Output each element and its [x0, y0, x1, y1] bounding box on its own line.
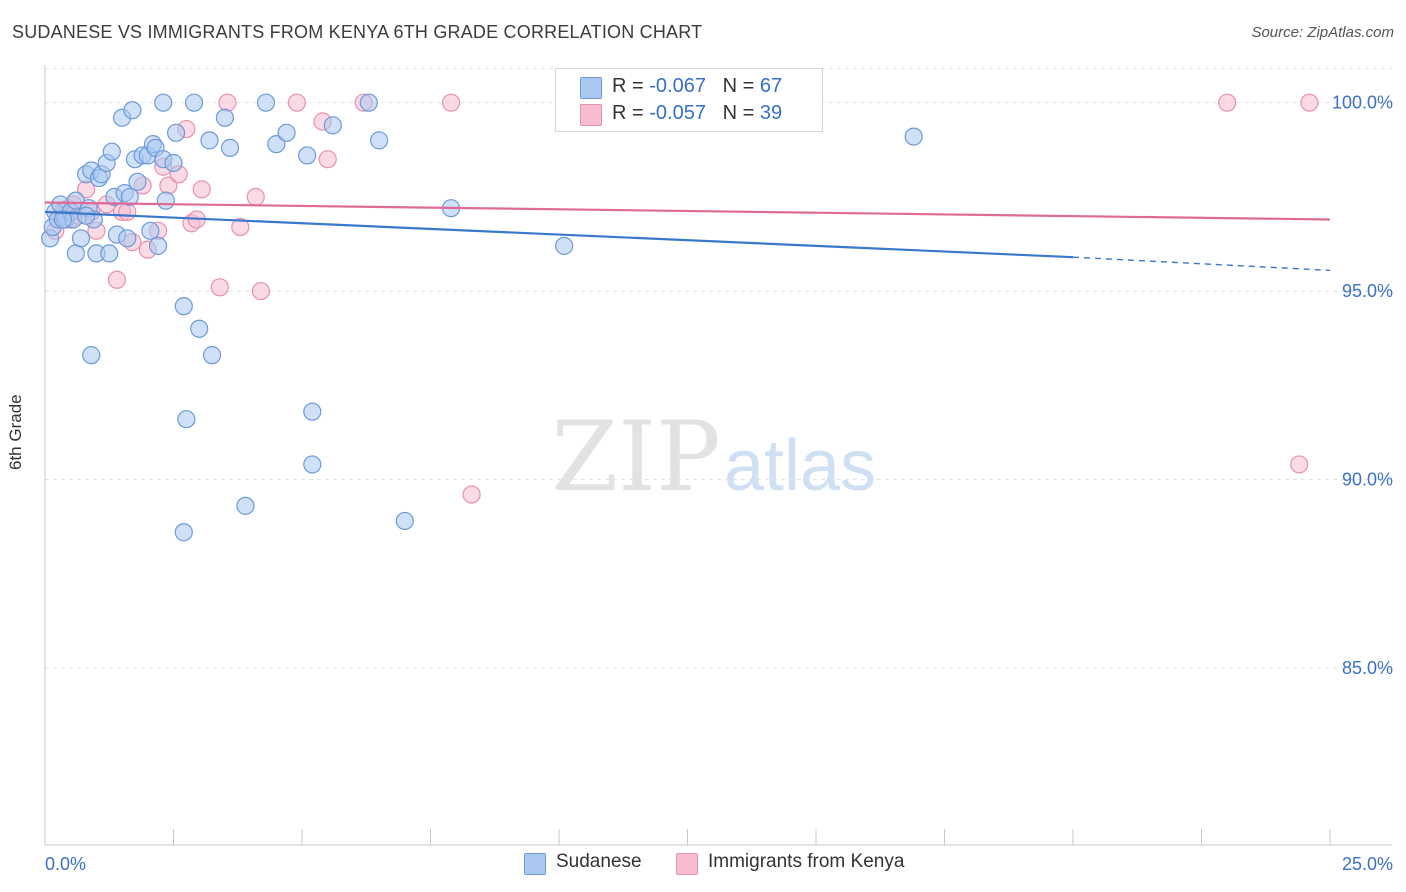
- trend-lines: [44, 201, 1331, 272]
- trend-line-sudanese-extension: [1072, 256, 1331, 272]
- point-sudanese: [277, 123, 296, 142]
- point-sudanese: [53, 210, 73, 229]
- point-sudanese: [177, 410, 196, 429]
- point-kenya: [251, 281, 270, 301]
- point-sudanese: [148, 236, 168, 255]
- y-tick-label: 90.0%: [1342, 469, 1393, 489]
- point-sudanese: [904, 127, 923, 146]
- point-kenya: [1290, 455, 1309, 474]
- series-sudanese-points: [41, 93, 923, 542]
- point-sudanese: [118, 229, 137, 248]
- point-sudanese: [303, 455, 322, 474]
- legend-n-label: N =: [722, 75, 760, 97]
- bottom-legend-label-sudanese: Sudanese: [556, 851, 642, 872]
- point-sudanese: [141, 221, 160, 240]
- point-sudanese: [236, 496, 255, 515]
- point-kenya: [218, 93, 237, 112]
- point-sudanese: [256, 93, 276, 112]
- y-tick-label: 85.0%: [1342, 658, 1393, 678]
- point-kenya: [318, 150, 337, 169]
- point-sudanese: [164, 153, 183, 173]
- point-kenya: [246, 187, 265, 206]
- legend-r-value-sudanese: -0.067: [649, 75, 706, 97]
- point-kenya: [231, 217, 250, 237]
- bottom-legend-label-kenya: Immigrants from Kenya: [708, 851, 905, 872]
- point-sudanese: [184, 93, 204, 112]
- point-sudanese: [156, 191, 175, 210]
- point-kenya: [1218, 93, 1237, 112]
- y-tick-label: 100.0%: [1332, 93, 1393, 113]
- point-sudanese: [200, 131, 219, 150]
- axes: [44, 65, 1392, 846]
- legend-r-value-kenya: -0.057: [649, 102, 706, 124]
- point-sudanese: [100, 244, 119, 263]
- legend-swatch-kenya: [580, 104, 602, 126]
- y-tick-label: 95.0%: [1342, 281, 1393, 301]
- legend-r-label: R =: [612, 102, 650, 124]
- point-sudanese: [154, 93, 173, 112]
- legend-swatch-sudanese: [580, 77, 602, 99]
- point-sudanese: [303, 402, 322, 421]
- point-sudanese: [220, 138, 240, 157]
- point-sudanese: [215, 108, 234, 127]
- legend-n-value-sudanese: 67: [759, 75, 783, 97]
- y-axis-label: 6th Grade: [6, 394, 25, 470]
- point-kenya: [462, 485, 481, 504]
- bottom-legend-swatch-kenya: [676, 853, 698, 875]
- point-sudanese: [202, 346, 222, 365]
- watermark-atlas: atlas: [724, 426, 876, 506]
- point-kenya: [107, 270, 127, 289]
- point-sudanese: [370, 131, 389, 150]
- point-sudanese: [174, 297, 193, 316]
- point-sudanese: [120, 187, 139, 206]
- point-kenya: [1300, 93, 1319, 112]
- source-label: Source: ZipAtlas.com: [1251, 24, 1394, 41]
- point-sudanese: [190, 319, 209, 338]
- point-sudanese: [82, 346, 101, 365]
- chart-title: SUDANESE VS IMMIGRANTS FROM KENYA 6TH GR…: [12, 22, 703, 42]
- point-kenya: [118, 202, 137, 222]
- bottom-legend-swatch-sudanese: [524, 853, 546, 875]
- point-sudanese: [174, 523, 193, 542]
- point-sudanese: [395, 511, 414, 531]
- point-sudanese: [123, 101, 142, 120]
- point-sudanese: [71, 229, 91, 248]
- point-sudanese: [66, 244, 85, 263]
- legend-n-value-kenya: 39: [759, 102, 783, 124]
- point-sudanese: [298, 146, 317, 165]
- point-sudanese: [166, 123, 186, 142]
- trend-line-kenya: [44, 201, 1331, 221]
- grid-lines: [45, 68, 1392, 669]
- trend-line-sudanese: [44, 210, 1074, 259]
- watermark-zip: ZIP: [551, 401, 720, 513]
- x-tick-label-min: 0.0%: [45, 854, 86, 874]
- legend-r-label: R =: [612, 75, 650, 97]
- point-sudanese: [359, 93, 378, 112]
- point-kenya: [287, 93, 306, 112]
- point-kenya: [192, 180, 211, 199]
- point-sudanese: [77, 206, 96, 225]
- point-sudanese: [555, 236, 574, 255]
- correlation-legend: R = -0.067 N = 67 R = -0.057 N = 39: [555, 68, 823, 132]
- point-sudanese: [128, 172, 147, 191]
- point-sudanese: [323, 116, 342, 135]
- x-tick-label-max: 25.0%: [1342, 854, 1393, 874]
- tick-labels: 85.0% 90.0% 95.0% 100.0% 0.0% 25.0%: [45, 93, 1393, 874]
- point-sudanese: [102, 142, 121, 161]
- point-kenya: [441, 93, 461, 112]
- point-kenya: [210, 278, 229, 297]
- legend-n-label: N =: [722, 102, 760, 124]
- point-sudanese: [267, 135, 286, 154]
